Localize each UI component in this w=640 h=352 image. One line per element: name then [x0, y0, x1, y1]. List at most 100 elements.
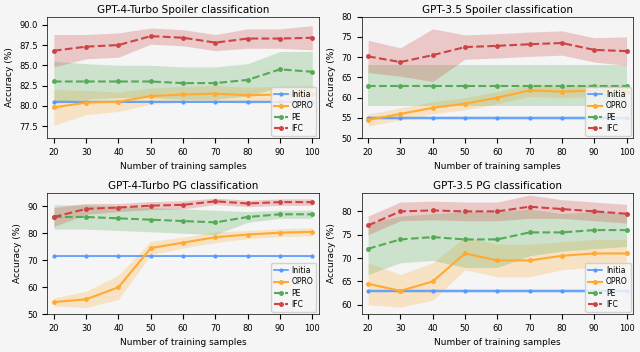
IFC	[244, 201, 252, 206]
OPRO	[558, 89, 566, 94]
IFC	[397, 209, 404, 214]
OPRO	[179, 92, 187, 96]
Title: GPT-4-Turbo PG classification: GPT-4-Turbo PG classification	[108, 181, 259, 190]
IFC	[308, 36, 316, 40]
Initia	[83, 254, 90, 258]
Y-axis label: Accuracy (%): Accuracy (%)	[326, 48, 336, 107]
OPRO	[461, 251, 469, 256]
OPRO	[397, 289, 404, 293]
X-axis label: Number of training samples: Number of training samples	[120, 339, 246, 347]
IFC	[493, 44, 501, 48]
IFC	[623, 212, 630, 216]
OPRO	[558, 254, 566, 258]
Line: Initia: Initia	[367, 117, 628, 119]
Line: OPRO: OPRO	[52, 92, 314, 109]
Initia	[526, 116, 534, 120]
IFC	[558, 207, 566, 211]
PE	[83, 80, 90, 84]
Line: IFC: IFC	[366, 205, 628, 227]
OPRO	[526, 88, 534, 93]
PE	[526, 83, 534, 88]
Initia	[308, 254, 316, 258]
Line: PE: PE	[52, 68, 314, 85]
PE	[461, 83, 469, 88]
Initia	[50, 100, 58, 104]
PE	[623, 228, 630, 232]
IFC	[461, 209, 469, 214]
Initia	[212, 254, 220, 258]
OPRO	[364, 118, 372, 122]
IFC	[212, 199, 220, 203]
Initia	[83, 100, 90, 104]
Line: OPRO: OPRO	[366, 89, 628, 122]
IFC	[397, 60, 404, 64]
OPRO	[115, 285, 122, 289]
IFC	[276, 37, 284, 41]
PE	[115, 80, 122, 84]
Initia	[276, 100, 284, 104]
Line: Initia: Initia	[52, 100, 314, 103]
Initia	[526, 289, 534, 293]
IFC	[308, 200, 316, 204]
OPRO	[276, 231, 284, 235]
Initia	[461, 116, 469, 120]
PE	[429, 83, 436, 88]
Y-axis label: Accuracy (%): Accuracy (%)	[13, 224, 22, 283]
OPRO	[50, 105, 58, 109]
Initia	[461, 289, 469, 293]
Initia	[147, 254, 155, 258]
Initia	[397, 116, 404, 120]
Line: PE: PE	[366, 84, 628, 87]
OPRO	[50, 300, 58, 304]
PE	[493, 83, 501, 88]
OPRO	[429, 279, 436, 284]
IFC	[590, 48, 598, 52]
PE	[179, 81, 187, 85]
Initia	[493, 289, 501, 293]
Initia	[179, 100, 187, 104]
Line: IFC: IFC	[52, 34, 314, 52]
IFC	[147, 203, 155, 208]
PE	[212, 220, 220, 225]
Initia	[244, 254, 252, 258]
Initia	[429, 116, 436, 120]
IFC	[461, 45, 469, 49]
OPRO	[83, 100, 90, 105]
PE	[397, 83, 404, 88]
Legend: Initia, OPRO, PE, IFC: Initia, OPRO, PE, IFC	[585, 87, 630, 136]
Y-axis label: Accuracy (%): Accuracy (%)	[4, 48, 13, 107]
PE	[244, 215, 252, 219]
OPRO	[397, 112, 404, 116]
OPRO	[590, 88, 598, 93]
PE	[276, 212, 284, 216]
OPRO	[429, 106, 436, 110]
IFC	[558, 41, 566, 45]
PE	[308, 70, 316, 74]
OPRO	[212, 235, 220, 239]
PE	[115, 216, 122, 220]
Title: GPT-3.5 Spoiler classification: GPT-3.5 Spoiler classification	[422, 5, 573, 14]
Initia	[115, 100, 122, 104]
Initia	[558, 116, 566, 120]
OPRO	[493, 258, 501, 263]
Initia	[364, 289, 372, 293]
PE	[364, 83, 372, 88]
OPRO	[364, 282, 372, 286]
OPRO	[179, 240, 187, 245]
Initia	[115, 254, 122, 258]
IFC	[50, 215, 58, 219]
IFC	[526, 205, 534, 209]
PE	[147, 218, 155, 222]
PE	[493, 237, 501, 241]
IFC	[623, 49, 630, 53]
IFC	[147, 34, 155, 38]
IFC	[179, 36, 187, 40]
PE	[429, 235, 436, 239]
OPRO	[526, 258, 534, 263]
IFC	[83, 45, 90, 49]
Legend: Initia, OPRO, PE, IFC: Initia, OPRO, PE, IFC	[271, 263, 317, 312]
Title: GPT-4-Turbo Spoiler classification: GPT-4-Turbo Spoiler classification	[97, 5, 269, 14]
PE	[558, 230, 566, 234]
PE	[364, 247, 372, 251]
IFC	[212, 40, 220, 45]
